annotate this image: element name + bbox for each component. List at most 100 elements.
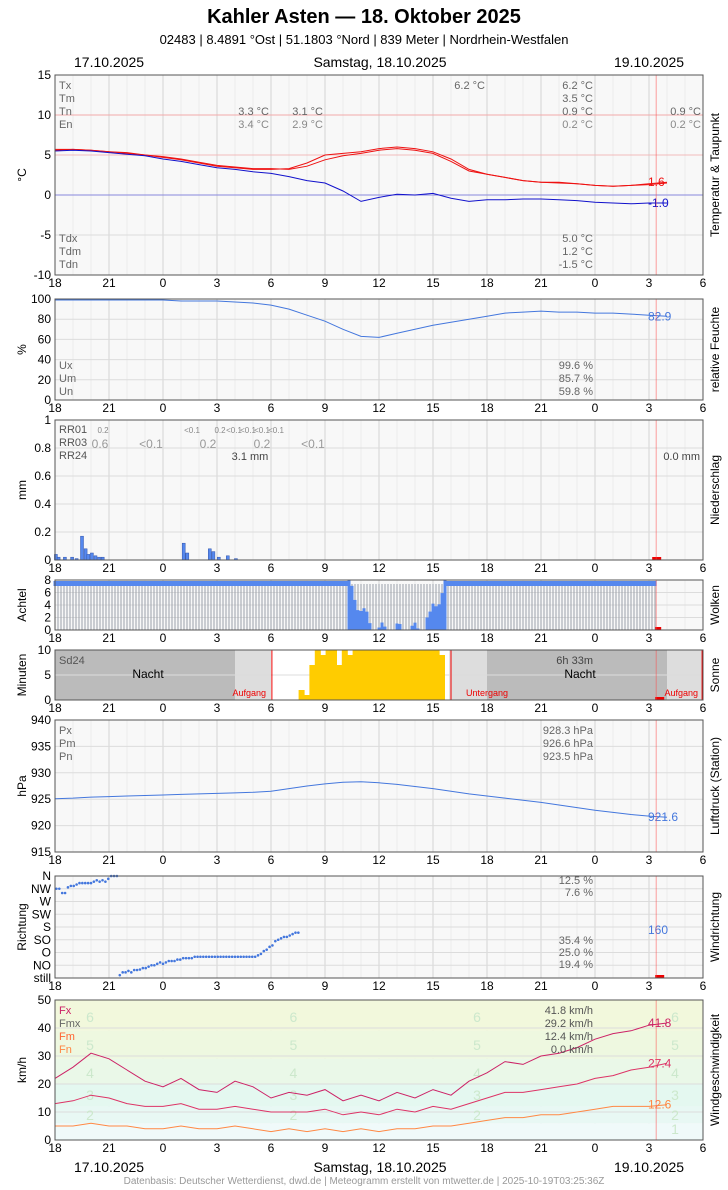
wind-direction-point <box>150 963 153 967</box>
clouds-xtick-label: 0 <box>592 631 599 645</box>
humidity-ytick-label: 100 <box>31 292 51 306</box>
cloud-cover-bar <box>365 611 369 630</box>
humidity-xtick-label: 9 <box>322 401 329 415</box>
pressure-ytick-label: 915 <box>31 845 51 859</box>
cloud-cover-bar <box>281 581 285 586</box>
pressure-xtick-label: 15 <box>426 853 440 867</box>
precipitation-side-label: Niederschlag <box>708 455 722 525</box>
precipitation-xtick-label: 9 <box>322 561 329 575</box>
cloud-cover-bar <box>554 581 558 586</box>
cloud-cover-bar <box>620 581 624 586</box>
sunshine-bar <box>374 650 381 700</box>
wind-direction-point <box>72 884 76 888</box>
temperature-stat-label: Tn <box>59 106 72 118</box>
wind_speed-xtick-label: 18 <box>480 1141 494 1155</box>
cloud-cover-bar <box>215 581 219 586</box>
sunshine-xtick-label: 0 <box>160 701 167 715</box>
cloud-cover-bar <box>170 581 174 586</box>
wind-direction-point <box>297 931 300 934</box>
precipitation-ytick-label: 0.4 <box>34 497 51 511</box>
date-left-bottom: 17.10.2025 <box>74 1159 145 1175</box>
cloud-cover-bar <box>131 581 135 586</box>
humidity-stat-label: Un <box>59 386 73 398</box>
cloud-cover-bar <box>602 581 606 586</box>
cloud-now-marker <box>655 627 662 630</box>
wind-direction-point <box>78 881 81 885</box>
panel-pressure: 18 21 0 3 6 9 12 15 18 21 0 3 6 hPa Luftdruck (Station… <box>15 713 722 867</box>
precipitation-ytick-label: 1 <box>44 413 51 427</box>
cloud-cover-bar <box>278 581 282 586</box>
sunshine-bar <box>422 650 429 700</box>
sunshine-xtick-label: 3 <box>214 701 221 715</box>
wind_speed-ytick-label: 20 <box>38 1077 52 1091</box>
cloud-cover-bar <box>545 581 549 586</box>
cloud-cover-bar <box>335 581 339 586</box>
cloud-cover-bar <box>257 581 261 586</box>
panel-wind_direction: 18 21 0 3 6 9 12 15 18 21 0 3 6 Richtung Windrichtung N… <box>15 869 722 993</box>
precipitation-ylabel: mm <box>15 480 29 500</box>
cloud-cover-bar <box>566 581 570 586</box>
cloud-cover-bar <box>584 581 588 586</box>
date-right: 19.10.2025 <box>614 54 685 70</box>
wind-direction-point <box>173 959 176 963</box>
precipitation-rr01-value: <0.1 <box>184 426 200 435</box>
temperature-frame <box>54 74 704 276</box>
wind-direction-point <box>274 939 277 943</box>
wind-direction-point <box>144 966 148 970</box>
wind_direction-xtick-label: 6 <box>700 979 707 993</box>
wind-direction-point <box>138 968 142 971</box>
cloud-cover-bar <box>194 581 198 586</box>
wind-direction-point <box>58 887 61 891</box>
date-center: Samstag, 18.10.2025 <box>313 54 447 70</box>
wind_direction-xtick-label: 21 <box>102 979 116 993</box>
temperature-ytick-label: 0 <box>44 188 51 202</box>
cloud-cover-bar <box>449 581 453 586</box>
temperature-stat-value: 0.2 °C <box>562 119 593 131</box>
beaufort-level: 2 <box>671 1107 679 1123</box>
cloud-cover-bar <box>98 581 102 586</box>
precipitation-label: RR03 <box>59 437 87 449</box>
wind-direction-point <box>242 955 245 959</box>
wind-stat-value: 12.4 km/h <box>545 1031 593 1043</box>
wind-direction-point <box>104 880 107 883</box>
precipitation-xtick-label: 21 <box>102 561 116 575</box>
wind_speed-xtick-label: 6 <box>700 1141 707 1155</box>
cloud-cover-bar <box>263 581 267 586</box>
panel-precipitation: 18 21 0 3 6 9 12 15 18 21 0 3 6 mm Niederschlag 1 0.8 0.6… <box>15 413 722 575</box>
wind-direction-point <box>193 955 196 959</box>
temperature-xtick-label: 0 <box>592 276 599 290</box>
dewpoint-current-value: -1.0 <box>648 196 669 210</box>
wind_direction-xtick-label: 3 <box>214 979 221 993</box>
wind-direction-stat: 7.6 % <box>565 887 593 899</box>
cloud-cover-bar <box>212 581 216 586</box>
beaufort-level: 5 <box>290 1037 298 1053</box>
cloud-cover-bar <box>506 581 510 586</box>
cloud-cover-bar <box>197 581 201 586</box>
sunshine-xtick-label: 18 <box>48 701 62 715</box>
wind-direction-ytick-label: S <box>43 920 51 934</box>
wind-direction-point <box>219 955 222 959</box>
cloud-cover-bar <box>611 581 615 586</box>
cloud-cover-bar <box>398 624 402 630</box>
pressure-stat-value: 923.5 hPa <box>543 751 594 763</box>
humidity-xtick-label: 0 <box>160 401 167 415</box>
cloud-cover-bar <box>485 581 489 586</box>
cloud-cover-bar <box>443 580 447 630</box>
sunshine-bar <box>341 650 348 700</box>
cloud-cover-bar <box>590 581 594 586</box>
humidity-xtick-label: 18 <box>480 401 494 415</box>
precipitation-xtick-label: 0 <box>160 561 167 575</box>
cloud-cover-bar <box>161 581 165 586</box>
wind_speed-side-label: Windgeschwindigkeit <box>708 1013 722 1126</box>
beaufort-band <box>55 1030 703 1059</box>
humidity-xtick-label: 6 <box>700 401 707 415</box>
wind_speed-xtick-label: 18 <box>48 1141 62 1155</box>
cloud-cover-bar <box>434 606 438 630</box>
humidity-xtick-label: 15 <box>426 401 440 415</box>
clouds-xtick-label: 3 <box>214 631 221 645</box>
cloud-cover-bar <box>326 581 330 586</box>
wind-direction-point <box>63 891 67 895</box>
cloud-cover-bar <box>209 581 213 586</box>
wind-direction-point <box>250 955 254 959</box>
temperature-xtick-label: 9 <box>322 276 329 290</box>
